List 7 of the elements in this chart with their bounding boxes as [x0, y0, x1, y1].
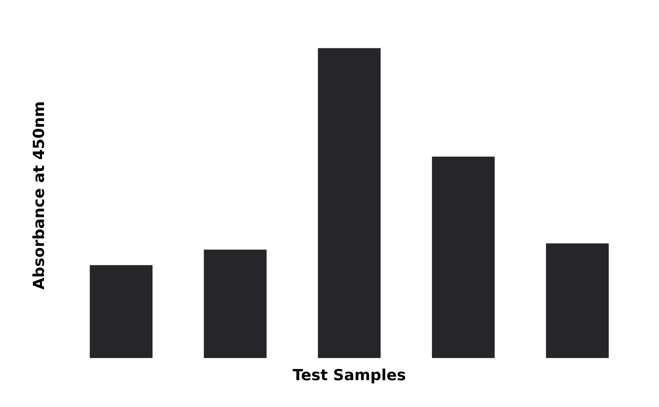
- x-axis-title: Test Samples: [292, 368, 406, 384]
- bar: [546, 243, 609, 358]
- y-axis-title: Absorbance at 450nm: [32, 102, 44, 290]
- bar: [318, 48, 381, 358]
- bar: [90, 265, 153, 358]
- bar: [204, 250, 267, 358]
- bar: [432, 156, 495, 358]
